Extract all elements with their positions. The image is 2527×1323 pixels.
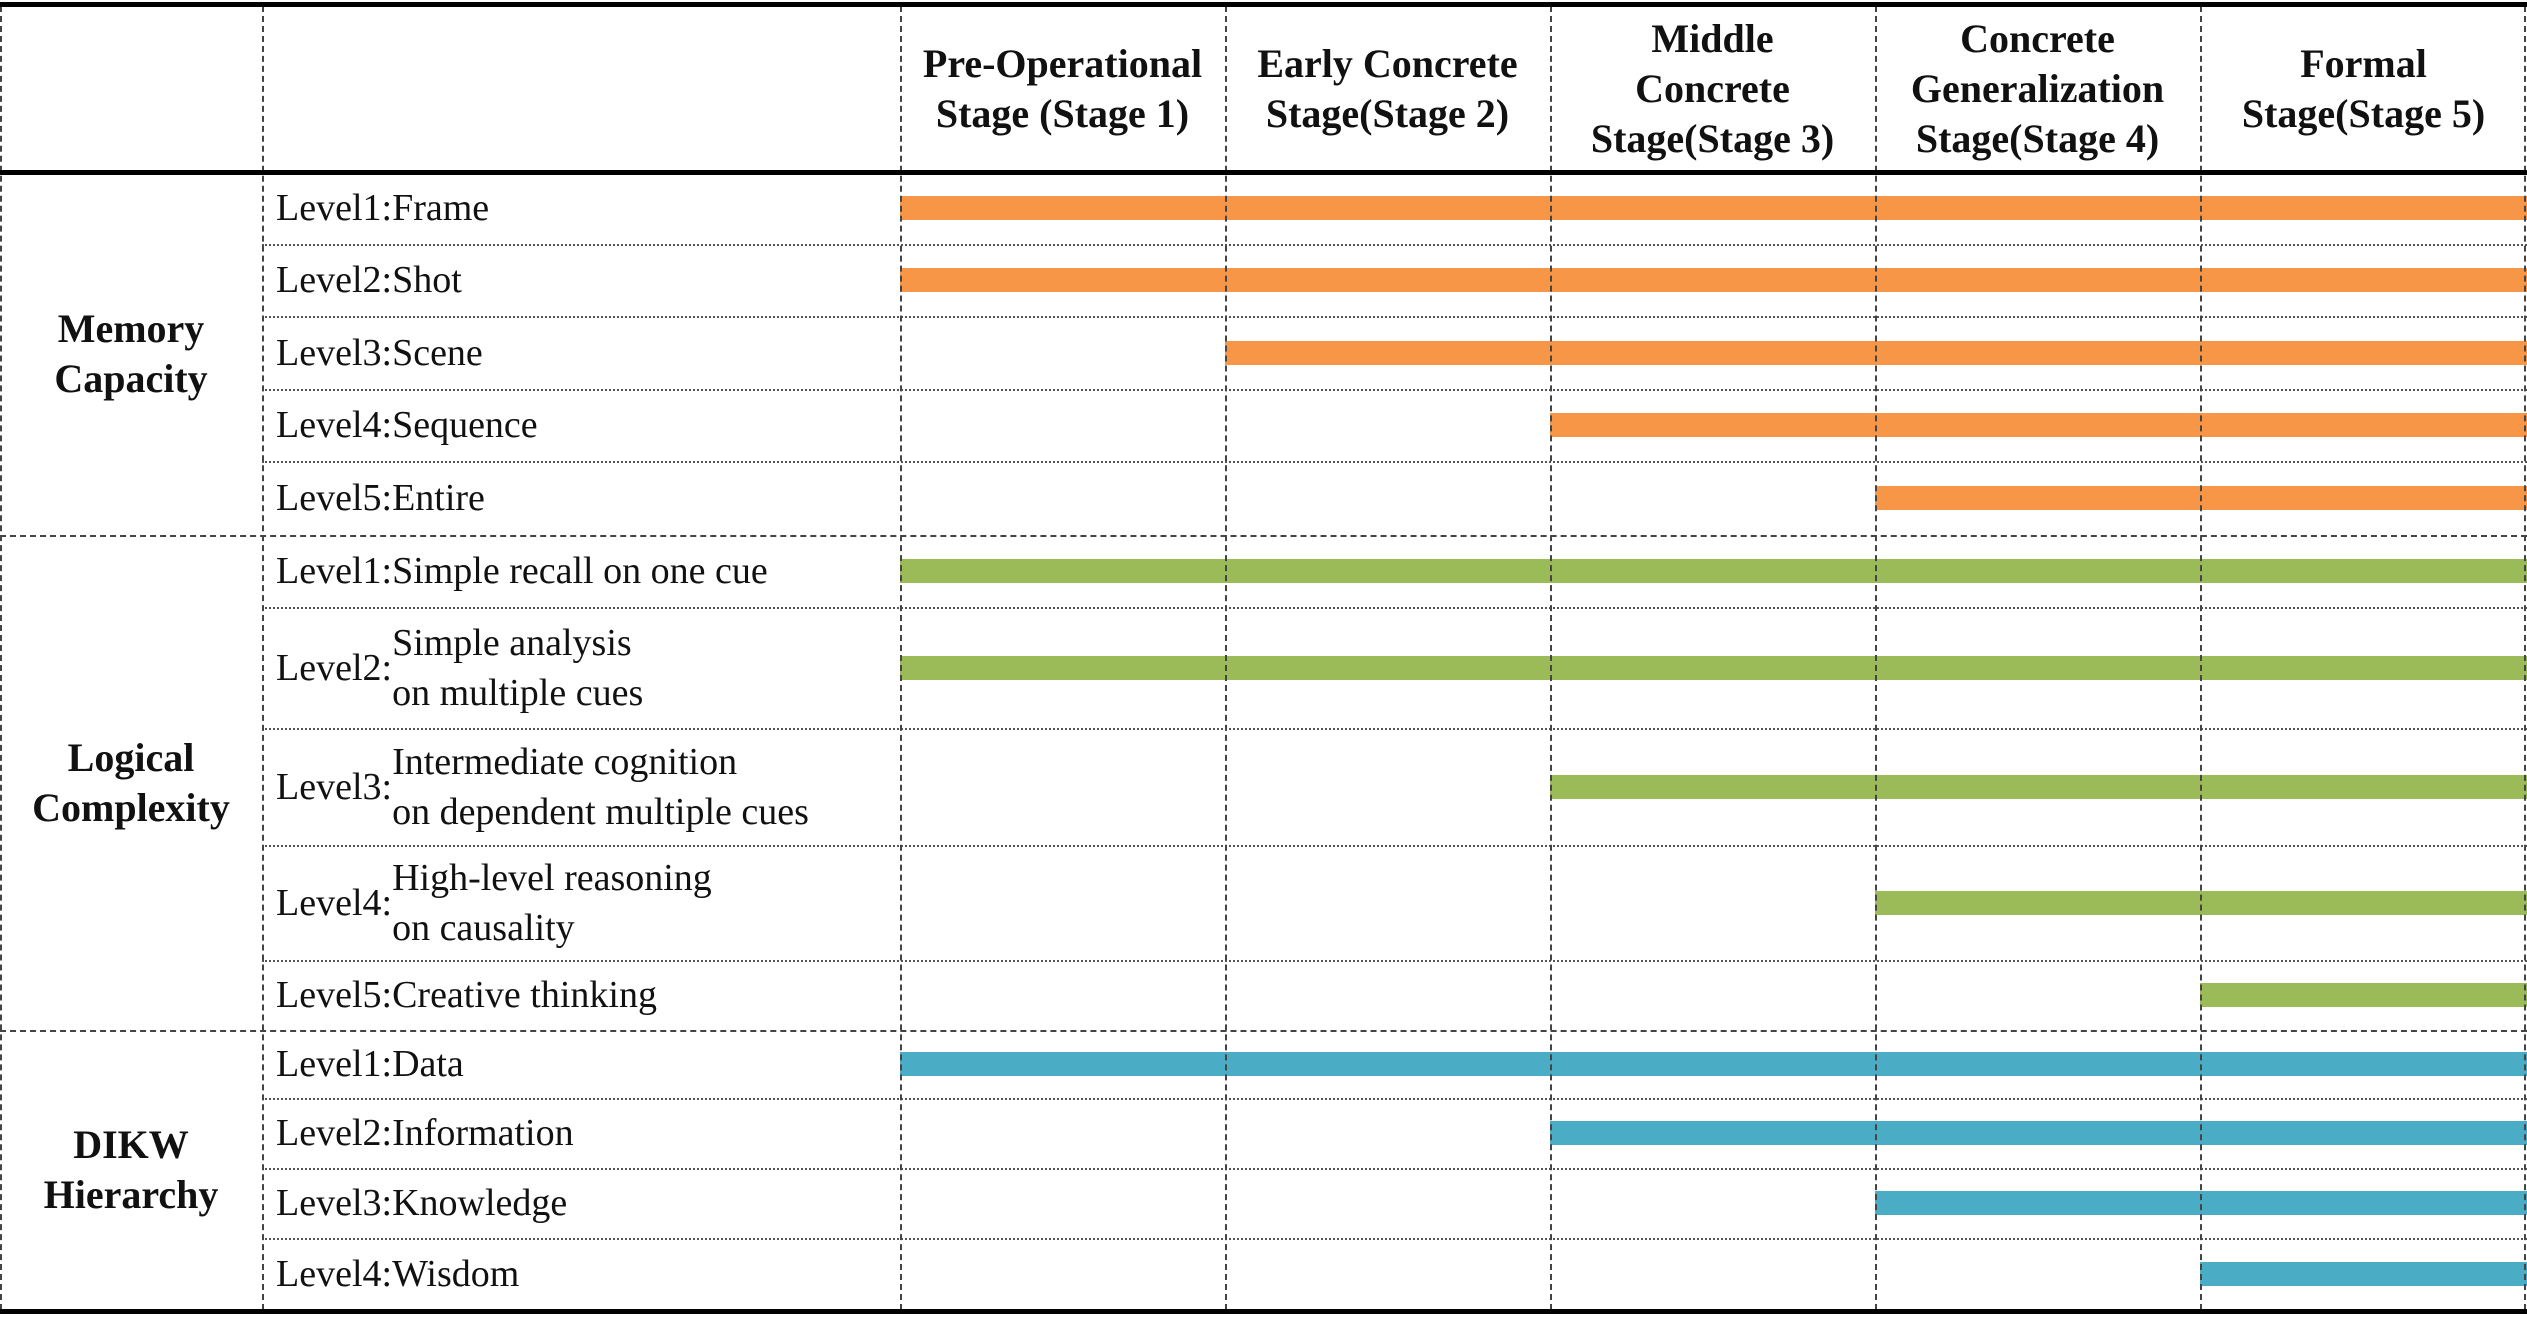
row-label: Level1: Frame: [276, 172, 890, 244]
bottom-rule: [0, 1309, 2527, 1314]
row-label: Level1: Simple recall on one cue: [276, 535, 890, 607]
row-divider: [262, 461, 2527, 463]
row-level-text: Shot: [392, 259, 462, 301]
row-level-prefix: Level2:: [276, 259, 393, 301]
row-label: Level5: Creative thinking: [276, 960, 890, 1030]
row-divider: [262, 316, 2527, 318]
row-level-text: Data: [392, 1043, 464, 1085]
level-bar: [1550, 775, 2527, 799]
row-level-text: Simple analysis on multiple cues: [392, 621, 644, 714]
row-level-prefix: Level4:: [276, 881, 393, 924]
group-divider: [0, 1030, 2527, 1032]
column-divider: [900, 6, 902, 1310]
row-label: Level3: Intermediate cognition on depend…: [276, 728, 890, 845]
group-label-memory-capacity: Memory Capacity: [54, 305, 208, 401]
row-label: Level5: Entire: [276, 461, 890, 535]
row-level-prefix: Level3:: [276, 765, 393, 808]
row-divider: [262, 244, 2527, 246]
row-label: Level3: Scene: [276, 316, 890, 389]
row-divider: [262, 728, 2527, 730]
row-level-text: Simple recall on one cue: [392, 550, 768, 592]
row-level-prefix: Level1:: [276, 550, 393, 592]
group-divider: [0, 535, 2527, 537]
stage-header-4: Concrete Generalization Stage(Stage 4): [1910, 16, 2165, 161]
row-level-text: Knowledge: [392, 1182, 568, 1224]
row-level-prefix: Level2:: [276, 1112, 393, 1154]
group-label-logical-complexity: Logical Complexity: [32, 734, 230, 830]
row-level-text: Creative thinking: [392, 974, 657, 1016]
row-label: Level4: High-level reasoning on causalit…: [276, 845, 890, 960]
header-rule: [0, 170, 2527, 175]
level-bar: [900, 1052, 2527, 1076]
row-level-text: Information: [392, 1112, 574, 1154]
column-divider: [262, 6, 264, 1310]
left-border: [0, 6, 2, 1310]
row-divider: [262, 845, 2527, 847]
row-divider: [262, 960, 2527, 962]
row-level-prefix: Level5:: [276, 477, 393, 519]
row-divider: [262, 389, 2527, 391]
row-level-prefix: Level1:: [276, 187, 393, 229]
level-bar: [900, 559, 2527, 583]
level-bar: [1550, 1121, 2527, 1145]
row-level-prefix: Level1:: [276, 1043, 393, 1085]
row-label: Level1: Data: [276, 1030, 890, 1098]
row-label: Level2: Simple analysis on multiple cues: [276, 607, 890, 728]
row-divider: [262, 1168, 2527, 1170]
row-divider: [262, 1238, 2527, 1240]
level-bar: [900, 656, 2527, 680]
right-border: [2524, 6, 2526, 1310]
level-bar: [900, 196, 2527, 220]
stage-header-1: Pre-Operational Stage (Stage 1): [922, 41, 1203, 136]
row-level-text: Wisdom: [392, 1253, 520, 1295]
stage-header-5: Formal Stage(Stage 5): [2241, 41, 2486, 136]
row-label: Level3: Knowledge: [276, 1168, 890, 1238]
row-level-text: High-level reasoning on causality: [392, 856, 712, 949]
row-level-text: Intermediate cognition on dependent mult…: [392, 740, 809, 833]
row-label: Level2: Information: [276, 1098, 890, 1168]
stage-header-2: Early Concrete Stage(Stage 2): [1257, 41, 1518, 136]
row-divider: [262, 607, 2527, 609]
level-bar: [900, 268, 2527, 292]
column-divider: [1875, 6, 1877, 1310]
row-label: Level4: Sequence: [276, 389, 890, 461]
top-rule: [0, 2, 2527, 7]
stage-header-3: Middle Concrete Stage(Stage 3): [1590, 16, 1835, 161]
row-divider: [262, 1098, 2527, 1100]
row-level-prefix: Level5:: [276, 974, 393, 1016]
row-label: Level2: Shot: [276, 244, 890, 316]
row-level-text: Frame: [392, 187, 490, 229]
row-level-prefix: Level4:: [276, 404, 393, 446]
level-bar: [1550, 413, 2527, 437]
column-divider: [1225, 6, 1227, 1310]
row-level-prefix: Level3:: [276, 1182, 393, 1224]
level-bar: [2200, 983, 2527, 1007]
row-level-text: Scene: [392, 331, 483, 374]
column-divider: [1550, 6, 1552, 1310]
row-level-text: Sequence: [392, 404, 538, 446]
row-level-prefix: Level4:: [276, 1253, 393, 1295]
row-level-text: Entire: [392, 477, 485, 519]
row-level-prefix: Level3:: [276, 331, 393, 374]
group-label-dikw-hierarchy: DIKW Hierarchy: [43, 1122, 219, 1217]
column-divider: [2200, 6, 2202, 1310]
level-bar: [2200, 1262, 2527, 1286]
row-level-prefix: Level2:: [276, 646, 393, 689]
row-label: Level4: Wisdom: [276, 1238, 890, 1310]
